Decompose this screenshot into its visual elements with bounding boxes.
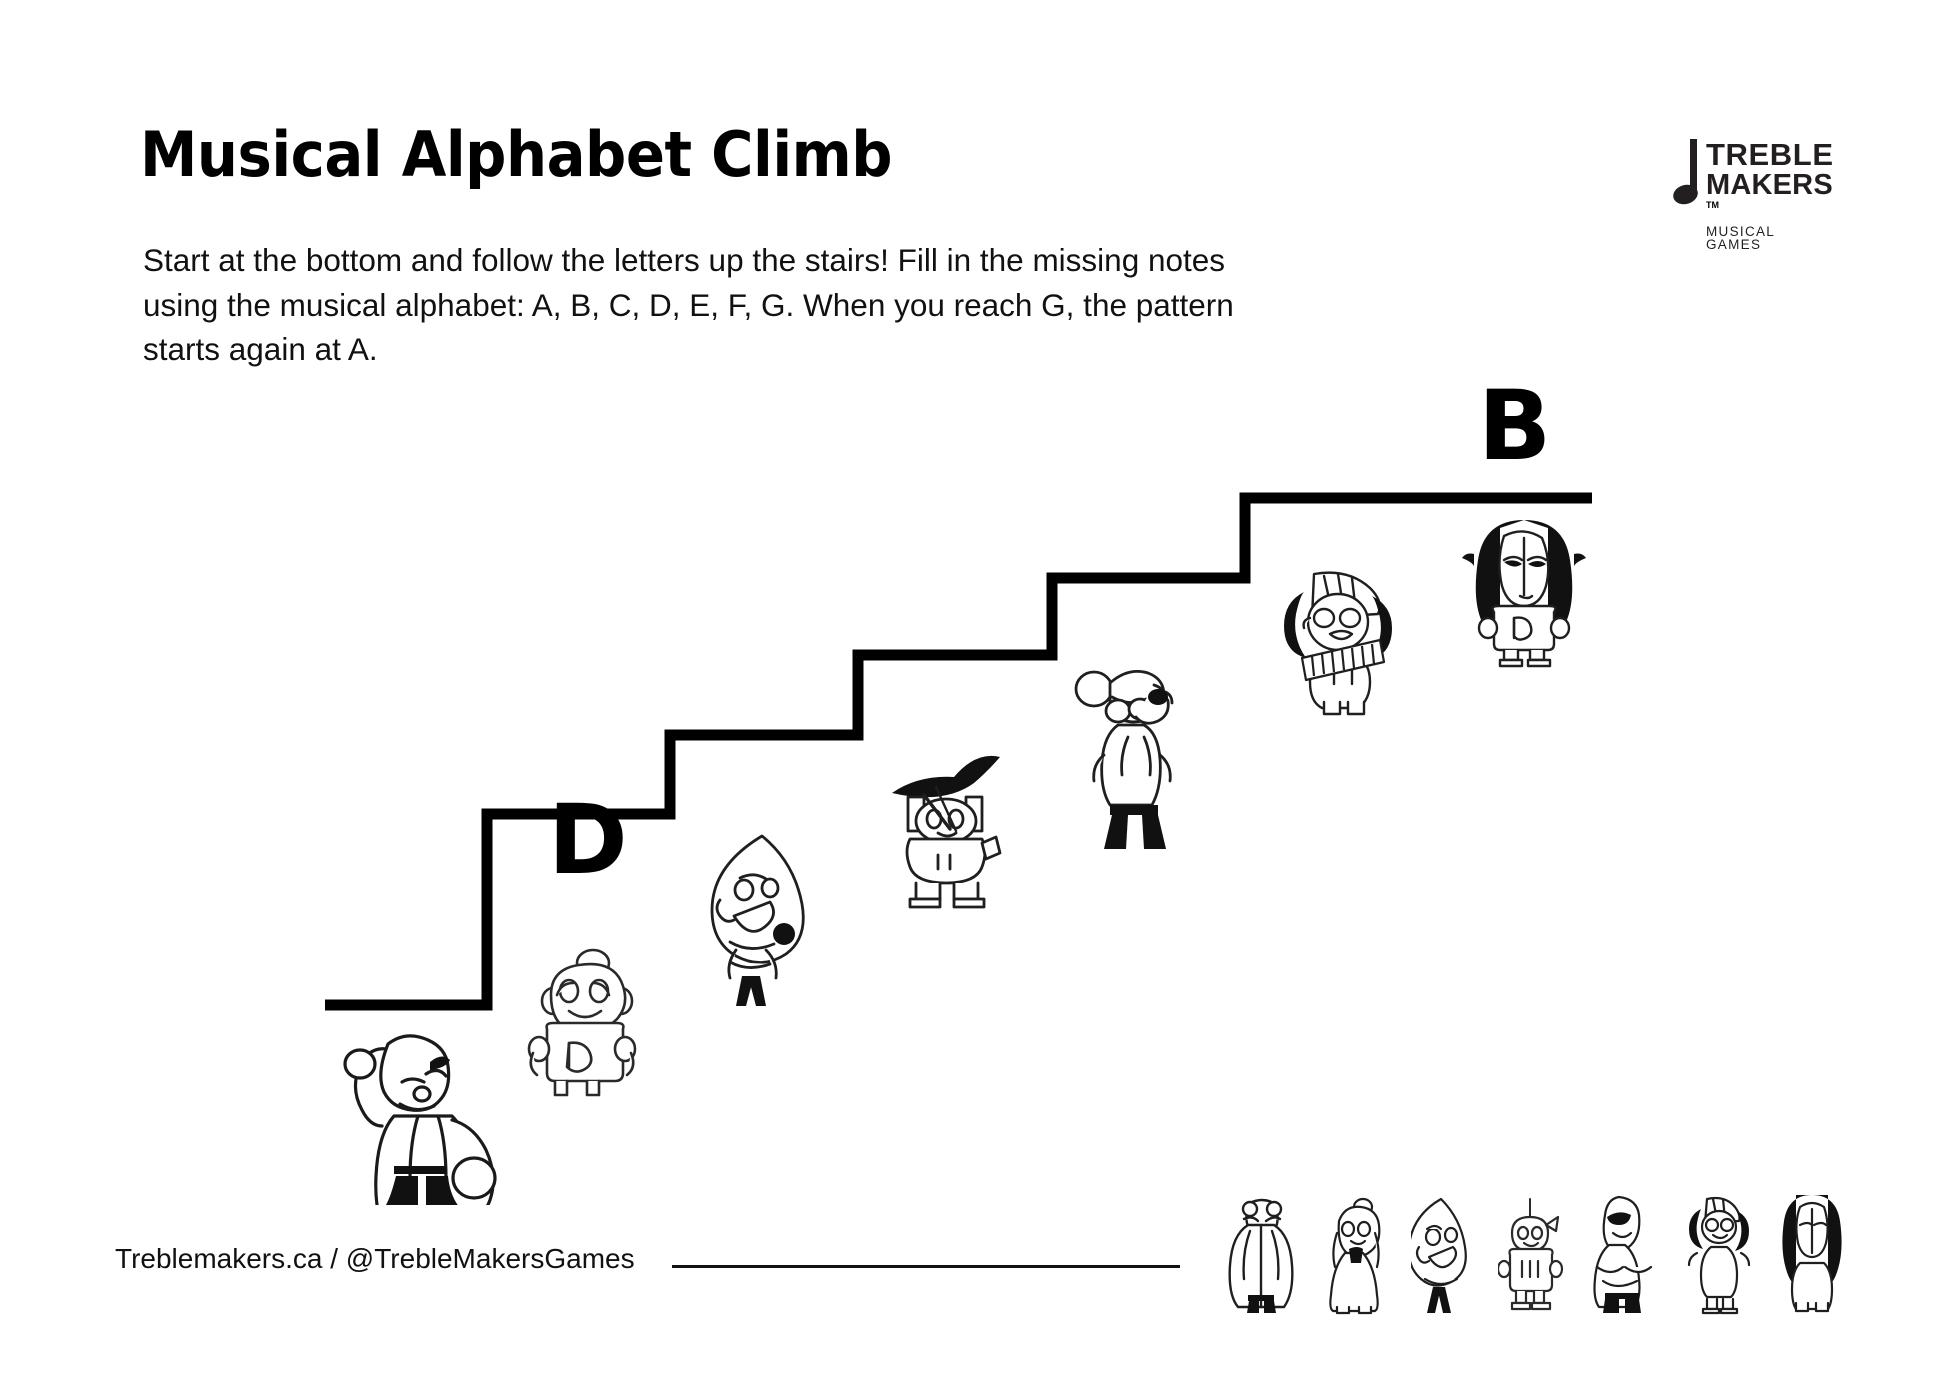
footer-character-bear <box>1224 1195 1298 1315</box>
step-letter-d: D <box>548 784 628 896</box>
stair-character-drummer <box>880 755 1020 915</box>
footer-character-ponytail <box>1323 1197 1385 1315</box>
footer-character-beret <box>1685 1195 1755 1315</box>
logo-tagline: MUSICAL GAMES <box>1706 223 1775 253</box>
footer-character-long-hair <box>1780 1193 1844 1315</box>
brand-logo: TREBLE MAKERSTM MUSICAL GAMES <box>1670 137 1833 252</box>
instructions-text: Start at the bottom and follow the lette… <box>143 242 1234 368</box>
stair-character-accordion <box>1268 570 1418 720</box>
step-letter-b: B <box>1478 370 1552 482</box>
footer-character-sunglasses <box>1589 1193 1659 1315</box>
trademark-mark: TM <box>1706 200 1719 211</box>
logo-text-block: TREBLE MAKERSTM MUSICAL GAMES <box>1706 137 1834 252</box>
logo-line-makers: MAKERS <box>1706 169 1833 201</box>
logo-line-treble: TREBLE <box>1706 137 1834 172</box>
footer-divider <box>672 1265 1180 1268</box>
footer-character-row <box>1224 1185 1844 1315</box>
stair-character-long-hair <box>1460 518 1590 668</box>
stair-character-robot <box>525 945 685 1105</box>
quarter-note-icon <box>1670 137 1702 211</box>
stair-character-trumpeter <box>1070 655 1200 855</box>
stair-character-bear <box>322 1020 517 1205</box>
footer-character-leaf-singer <box>1410 1195 1473 1315</box>
footer-character-robot <box>1497 1195 1564 1315</box>
page-title: Musical Alphabet Climb <box>140 118 893 191</box>
footer-credit: Treblemakers.ca / @TrebleMakersGames <box>115 1243 635 1274</box>
stair-character-singer <box>700 830 845 1010</box>
